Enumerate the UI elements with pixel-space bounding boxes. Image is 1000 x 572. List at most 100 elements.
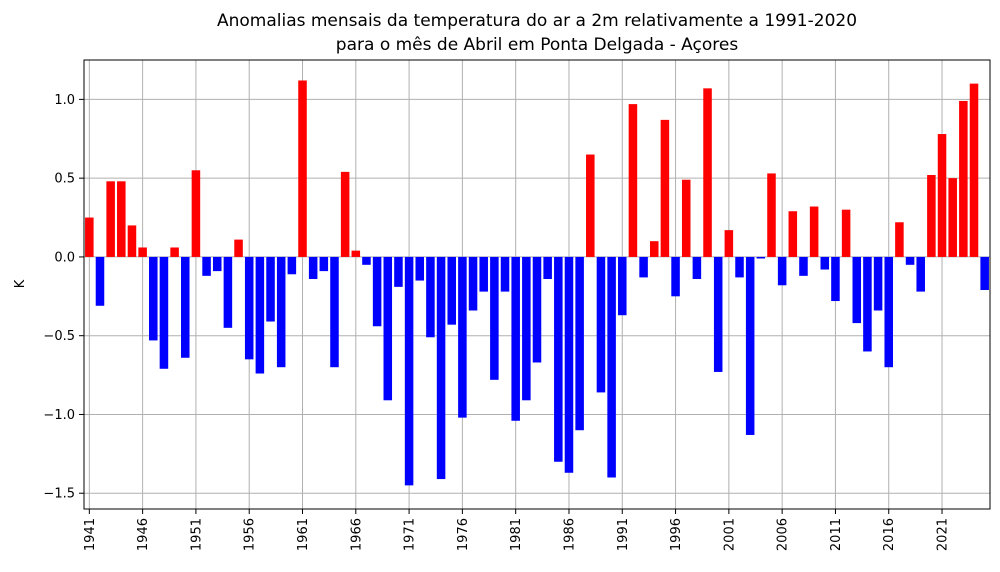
- bar-1990: [607, 256, 616, 478]
- y-tick-label: 0.5: [54, 172, 75, 187]
- bar-1981: [511, 256, 520, 421]
- bar-1956: [244, 256, 254, 360]
- y-tick-label: 1.0: [54, 93, 75, 108]
- y-tick-label: −1.5: [43, 487, 75, 502]
- bars: [85, 80, 989, 486]
- bar-2003: [745, 256, 755, 435]
- x-tick-label: 2016: [882, 518, 897, 551]
- bar-1987: [575, 256, 584, 431]
- bar-2005: [767, 173, 776, 257]
- bar-1961: [298, 80, 307, 257]
- bar-2021: [937, 134, 947, 257]
- bar-2022: [948, 178, 957, 257]
- bar-1975: [447, 256, 456, 325]
- bar-2020: [927, 175, 936, 257]
- bar-1954: [223, 256, 233, 328]
- bar-1967: [362, 256, 371, 265]
- bar-2004: [756, 256, 766, 259]
- bar-2000: [713, 256, 723, 372]
- x-tick-label: 2011: [829, 518, 844, 551]
- bar-1952: [202, 256, 211, 276]
- bar-1951: [191, 170, 201, 257]
- bar-2024: [969, 83, 979, 257]
- bar-1973: [426, 256, 435, 338]
- bar-2008: [799, 256, 808, 276]
- x-tick-label: 1941: [83, 518, 98, 551]
- x-tick-label: 1951: [189, 518, 204, 551]
- x-tick-label: 1986: [562, 518, 577, 551]
- bar-1979: [490, 256, 499, 380]
- bar-1944: [117, 181, 126, 257]
- bar-1977: [468, 256, 478, 311]
- bar-1948: [159, 256, 169, 369]
- x-tick-label: 1946: [136, 518, 151, 551]
- bar-1950: [180, 256, 190, 358]
- bar-1958: [266, 256, 275, 322]
- chart-title-line-1: Anomalias mensais da temperatura do ar a…: [217, 11, 857, 31]
- bar-2017: [895, 222, 904, 257]
- bar-1983: [532, 256, 542, 363]
- x-axis: 1941 1946 1951 1956 1961 1966 1971 1976 1981 1986…: [83, 509, 951, 551]
- bar-1978: [479, 256, 488, 292]
- bar-1963: [319, 256, 329, 272]
- bar-2023: [959, 100, 968, 257]
- x-tick-label: 1961: [296, 518, 311, 551]
- bar-1972: [415, 256, 425, 281]
- bar-1988: [586, 154, 595, 257]
- bar-2009: [809, 206, 819, 257]
- bar-2007: [788, 211, 798, 257]
- bar-2001: [724, 230, 734, 257]
- bar-1957: [255, 256, 265, 374]
- x-tick-label: 1976: [456, 518, 471, 551]
- bar-1974: [436, 256, 446, 480]
- y-tick-label: 0.0: [54, 250, 75, 265]
- bar-1976: [458, 256, 467, 418]
- bar-1997: [681, 179, 691, 257]
- bar-1992: [628, 104, 638, 257]
- bar-1998: [692, 256, 702, 279]
- bar-1966: [351, 250, 361, 257]
- bar-1953: [212, 256, 222, 272]
- plot-frame: [83, 59, 991, 510]
- bar-1960: [287, 256, 297, 275]
- y-tick-label: −0.5: [43, 329, 75, 344]
- bar-1965: [340, 171, 350, 257]
- bar-2013: [852, 256, 862, 324]
- bar-1945: [127, 225, 137, 257]
- bar-1996: [671, 256, 680, 297]
- x-tick-label: 2006: [776, 518, 791, 551]
- bar-1985: [554, 256, 563, 462]
- x-tick-label: 2021: [936, 518, 951, 551]
- bar-2011: [831, 256, 840, 302]
- bar-2006: [777, 256, 787, 286]
- bar-1982: [522, 256, 531, 401]
- bar-1955: [234, 239, 243, 257]
- bar-1991: [618, 256, 627, 316]
- bar-2012: [841, 209, 851, 257]
- bar-1984: [543, 256, 552, 279]
- bar-1964: [330, 256, 339, 368]
- bar-1999: [703, 88, 712, 257]
- x-tick-label: 2001: [722, 518, 737, 551]
- x-tick-label: 1956: [243, 518, 258, 551]
- bar-2015: [873, 256, 883, 311]
- bar-1947: [149, 256, 158, 341]
- bar-1986: [564, 256, 574, 473]
- bar-2010: [820, 256, 830, 270]
- y-axis-label: K: [13, 279, 28, 288]
- chart-title-line-2: para o mês de Abril em Ponta Delgada - A…: [336, 35, 739, 55]
- bar-2002: [735, 256, 744, 278]
- x-tick-label: 1966: [349, 518, 364, 551]
- bar-2016: [884, 256, 894, 368]
- bar-1989: [596, 256, 606, 393]
- x-tick-label: 1996: [669, 518, 684, 551]
- y-tick-label: −1.0: [43, 408, 75, 423]
- x-tick-label: 1981: [509, 518, 524, 551]
- y-axis: −1.5 −1.0 −0.5 0.0 0.5 1.0: [43, 93, 84, 502]
- bar-1970: [394, 256, 403, 287]
- bar-1943: [106, 181, 115, 257]
- bar-1995: [660, 119, 670, 257]
- bar-1962: [308, 256, 318, 279]
- bar-1993: [639, 256, 648, 278]
